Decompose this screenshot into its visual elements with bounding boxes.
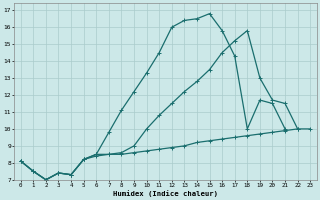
X-axis label: Humidex (Indice chaleur): Humidex (Indice chaleur) <box>113 190 218 197</box>
